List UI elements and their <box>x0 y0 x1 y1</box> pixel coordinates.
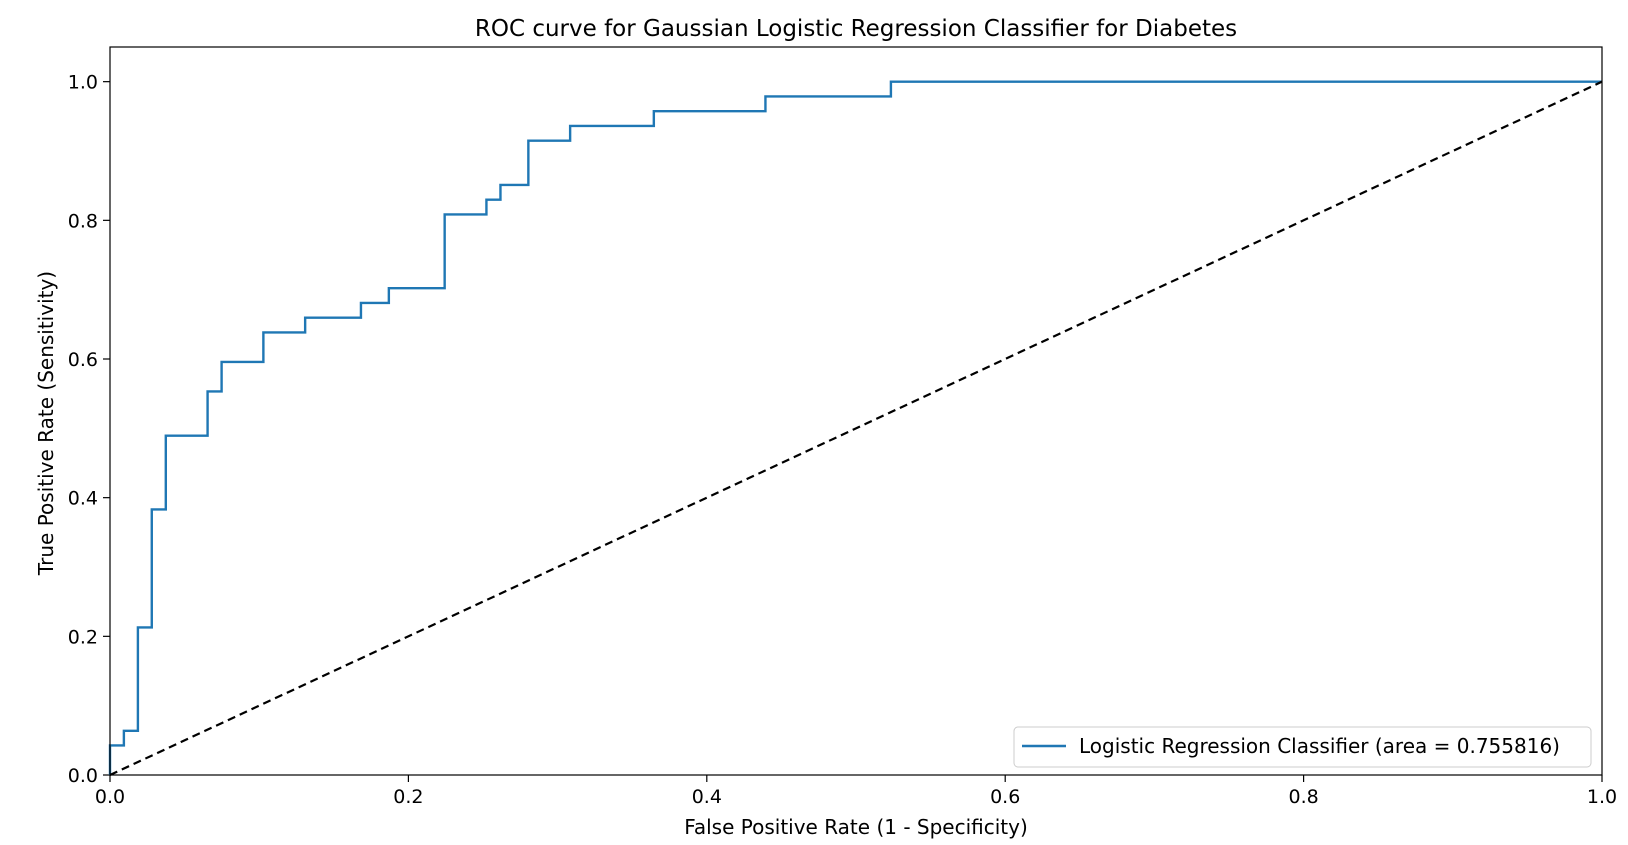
y-tick-label: 1.0 <box>68 72 98 94</box>
y-axis-label: True Positive Rate (Sensitivity) <box>34 271 58 576</box>
chart-title: ROC curve for Gaussian Logistic Regressi… <box>475 16 1237 42</box>
y-tick-label: 0.0 <box>68 765 98 787</box>
legend-label: Logistic Regression Classifier (area = 0… <box>1079 734 1560 758</box>
x-tick-label: 1.0 <box>1587 786 1617 808</box>
series-layer <box>108 80 1603 776</box>
x-tick-label: 0.6 <box>990 786 1020 808</box>
x-tick-label: 0.0 <box>95 786 125 808</box>
x-tick-label: 0.4 <box>692 786 722 808</box>
y-tick-label: 0.8 <box>68 210 98 232</box>
legend: Logistic Regression Classifier (area = 0… <box>1013 726 1592 768</box>
x-tick-label: 0.2 <box>393 786 423 808</box>
roc-curve-line <box>108 80 1602 775</box>
y-tick-label: 0.6 <box>68 349 98 371</box>
y-tick-label: 0.4 <box>68 488 98 510</box>
x-tick-label: 0.8 <box>1288 786 1318 808</box>
axis-ticks: 0.0 0.2 0.4 0.6 0.8 1.0 0.0 0.2 0.4 0.6 0.8 1.0 <box>68 72 1617 808</box>
plot-frame <box>109 46 1603 776</box>
legend-box <box>1013 726 1592 768</box>
x-axis-label: False Positive Rate (1 - Specificity) <box>684 815 1028 839</box>
y-tick-label: 0.2 <box>68 626 98 648</box>
chance-diagonal-line <box>109 80 1603 776</box>
